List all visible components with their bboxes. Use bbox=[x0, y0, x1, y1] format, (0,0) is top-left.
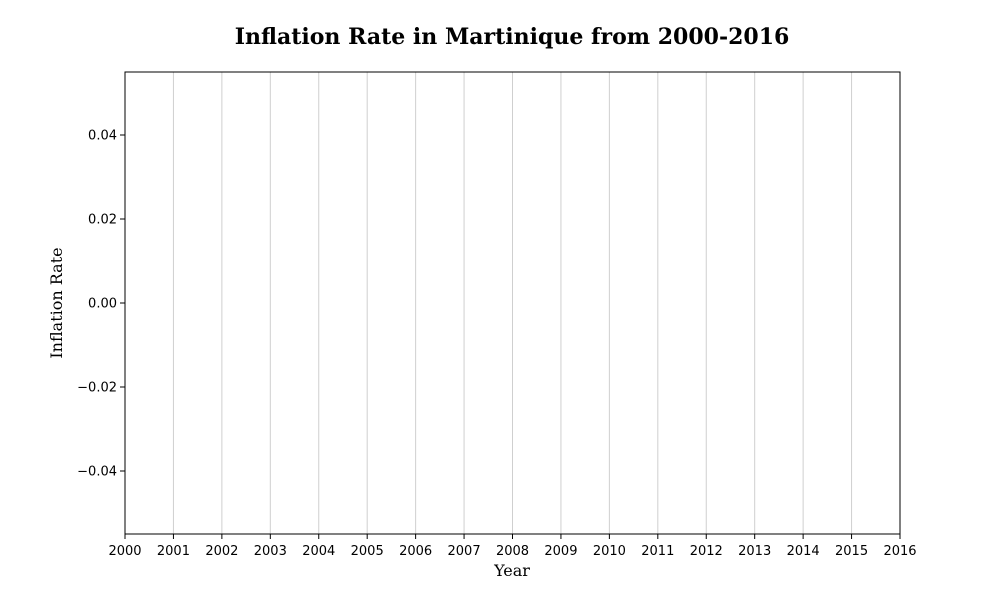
grid-lines bbox=[124, 72, 901, 534]
x-tick-label: 2009 bbox=[544, 544, 577, 559]
x-tick-label: 2010 bbox=[593, 544, 626, 559]
x-tick-label: 2015 bbox=[835, 544, 868, 559]
x-tick-label: 2008 bbox=[496, 544, 529, 559]
x-tick-label: 2002 bbox=[205, 544, 238, 559]
chart-title: Inflation Rate in Martinique from 2000-2… bbox=[235, 24, 790, 50]
y-axis-label: Inflation Rate bbox=[47, 247, 66, 358]
y-tick-label: 0.00 bbox=[88, 297, 117, 312]
x-tick-label: 2014 bbox=[787, 544, 820, 559]
y-tick-label: −0.02 bbox=[77, 381, 117, 396]
x-tick-label: 2007 bbox=[448, 544, 481, 559]
x-axis-label: Year bbox=[493, 561, 530, 580]
y-tick-label: 0.04 bbox=[88, 129, 117, 144]
x-tick-label: 2012 bbox=[690, 544, 723, 559]
y-tick-label: 0.02 bbox=[88, 213, 117, 228]
x-tick-label: 2005 bbox=[351, 544, 384, 559]
x-axis: 2000 2001 2002 2003 2004 2005 2006 2007 2008 2009… bbox=[108, 534, 917, 559]
x-tick-label: 2000 bbox=[108, 544, 141, 559]
x-tick-label: 2001 bbox=[157, 544, 190, 559]
x-tick-label: 2016 bbox=[883, 544, 916, 559]
x-tick-label: 2006 bbox=[399, 544, 432, 559]
y-axis: 0.04 0.02 0.00 −0.02 −0.04 bbox=[77, 129, 125, 480]
x-tick-label: 2003 bbox=[254, 544, 287, 559]
x-tick-label: 2013 bbox=[738, 544, 771, 559]
x-tick-label: 2004 bbox=[302, 544, 335, 559]
y-tick-label: −0.04 bbox=[77, 465, 117, 480]
x-tick-label: 2011 bbox=[641, 544, 674, 559]
